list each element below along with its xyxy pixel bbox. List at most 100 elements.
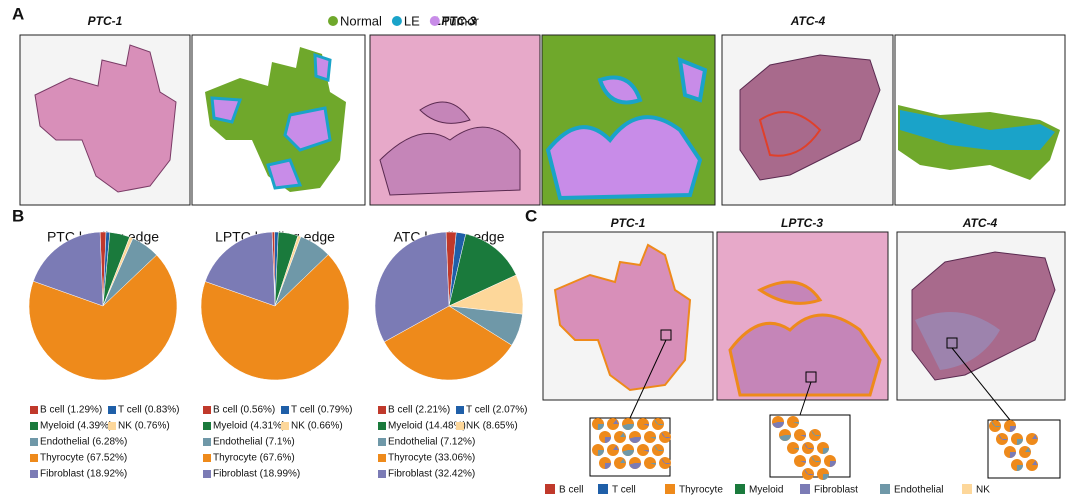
legend-label: T cell (0.79%)	[291, 405, 353, 416]
spots-le	[900, 110, 1055, 150]
legend-swatch	[456, 406, 464, 414]
legend-label: NK (8.65%)	[466, 421, 518, 432]
zoom-line	[951, 347, 1011, 421]
legend-label: B cell (0.56%)	[213, 405, 275, 416]
legend-dot	[328, 16, 338, 26]
tissue	[379, 101, 521, 196]
mini-slice	[620, 432, 626, 437]
legend-swatch	[203, 454, 211, 462]
panel-title: PTC-1	[611, 216, 646, 230]
legend-swatch	[880, 484, 890, 494]
mini-slice	[1016, 465, 1023, 471]
legend-swatch	[378, 454, 386, 462]
zoom-line	[629, 339, 667, 419]
legend-label: Tumor	[442, 13, 480, 28]
legend-label: B cell (2.21%)	[388, 405, 450, 416]
mini-slice	[804, 469, 814, 476]
mini-slice	[643, 450, 649, 453]
legend-swatch	[281, 406, 289, 414]
legend-swatch	[30, 454, 38, 462]
legend-label: NK (0.66%)	[291, 421, 343, 432]
mini-slice	[597, 450, 604, 457]
legend-swatch	[281, 422, 289, 430]
legend-swatch	[378, 422, 386, 430]
legend-label: Thyrocyte	[679, 485, 723, 496]
legend-swatch	[456, 422, 464, 430]
mini-slice	[1025, 447, 1031, 452]
mini-slice	[998, 434, 1008, 441]
mini-slice	[779, 435, 791, 442]
mini-slice	[629, 437, 641, 444]
pie-slice	[32, 231, 104, 307]
legend-label: Thyrocyte (67.6%)	[213, 453, 295, 464]
mini-slice	[822, 448, 829, 454]
tissue	[739, 54, 881, 181]
legend-label: B cell (1.29%)	[40, 405, 102, 416]
legend-label: Fibroblast (18.92%)	[40, 469, 127, 480]
legend-label: Fibroblast (18.99%)	[213, 469, 300, 480]
legend-label: Thyrocyte (33.06%)	[388, 453, 475, 464]
mini-slice	[597, 424, 604, 430]
legend-label: Endothelial (7.12%)	[388, 437, 475, 448]
zoom-line	[799, 381, 812, 416]
panel-label: A	[12, 4, 24, 23]
legend-swatch	[800, 484, 810, 494]
panel-title: PTC-1	[88, 14, 123, 28]
panel-label: C	[525, 206, 537, 225]
mini-slice	[622, 424, 634, 431]
pie-slice	[28, 254, 178, 381]
legend-swatch	[30, 470, 38, 478]
legend-label: Normal	[340, 13, 382, 28]
mini-slice	[822, 474, 829, 481]
mini-slice	[1009, 426, 1016, 432]
pie-slice	[204, 231, 276, 307]
tissue	[553, 243, 692, 392]
panel-c-images	[542, 231, 1066, 481]
legend-label: T cell (2.07%)	[466, 405, 528, 416]
legend-swatch	[203, 438, 211, 446]
mini-slice	[654, 419, 664, 426]
mini-slice	[1032, 434, 1038, 439]
legend-label: T cell (0.83%)	[118, 405, 180, 416]
legend-label: T cell	[612, 485, 636, 496]
mini-slice	[613, 445, 619, 450]
mini-slice	[829, 461, 836, 467]
mini-slice	[613, 419, 619, 424]
pie-slice	[200, 254, 350, 381]
pie-slice	[448, 233, 517, 307]
legend-swatch	[598, 484, 608, 494]
legend-swatch	[665, 484, 675, 494]
panel-title: LPTC-3	[434, 14, 476, 28]
mini-slice	[620, 458, 626, 463]
legend-label: Myeloid (14.48%)	[388, 421, 466, 432]
mini-slice	[654, 445, 664, 452]
legend-label: Endothelial (6.28%)	[40, 437, 127, 448]
mini-slice	[661, 458, 671, 465]
legend-label: Endothelial (7.1%)	[213, 437, 295, 448]
legend-label: LE	[404, 13, 420, 28]
mini-slice	[650, 463, 656, 466]
panel-label: B	[12, 206, 24, 225]
mini-slice	[793, 422, 799, 425]
mini-pies	[592, 416, 1038, 481]
mini-slice	[650, 437, 656, 440]
legend-dot	[391, 16, 402, 26]
panel-title: ATC-4	[962, 216, 998, 230]
mini-slice	[793, 448, 799, 451]
mini-slice	[1009, 452, 1016, 458]
legend-dot	[429, 16, 440, 26]
mini-slice	[622, 450, 634, 457]
legend-label: B cell	[559, 485, 583, 496]
spots-normal	[205, 47, 346, 192]
panel-a-images	[19, 34, 1066, 206]
legend-swatch	[108, 406, 116, 414]
mini-slice	[804, 443, 814, 450]
mini-slice	[811, 456, 821, 463]
mini-slice	[1032, 460, 1038, 465]
mini-slice	[629, 463, 641, 470]
legend-swatch	[203, 406, 211, 414]
legend-swatch	[203, 422, 211, 430]
legend-label: NK (0.76%)	[118, 421, 170, 432]
mini-slice	[643, 424, 649, 427]
legend-label: Fibroblast	[814, 485, 858, 496]
